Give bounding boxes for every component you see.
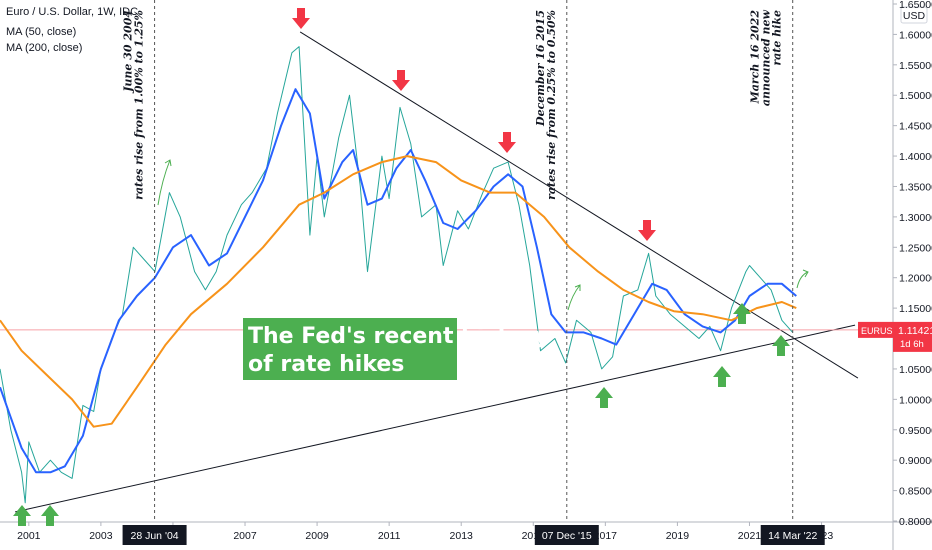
annotation: December 16 2015 xyxy=(534,10,547,127)
currency-label: USD xyxy=(903,10,926,22)
callout-box xyxy=(243,318,457,380)
x-tick-label: 2003 xyxy=(89,530,113,542)
legend-entry: MA (200, close) xyxy=(6,42,82,54)
x-tick-label: 2009 xyxy=(305,530,329,542)
y-tick-label: 1.50000 xyxy=(899,90,932,102)
y-tick-label: 1.60000 xyxy=(899,29,932,41)
down-arrow xyxy=(498,132,516,153)
legend-entry: MA (50, close) xyxy=(6,26,76,38)
y-tick-label: 1.45000 xyxy=(899,121,932,133)
arrows xyxy=(13,8,809,526)
up-arrow xyxy=(772,335,790,356)
x-tick-label: 2011 xyxy=(378,530,401,542)
up-arrow xyxy=(13,505,31,526)
callout-text: of rate hikes xyxy=(248,352,404,377)
annotation: June 30 2004 xyxy=(122,10,135,94)
red-arrows xyxy=(292,8,656,241)
down-arrow xyxy=(392,70,410,91)
thin-arrows xyxy=(157,159,809,311)
thin-arrow xyxy=(157,159,172,206)
marker-date-box xyxy=(760,525,825,545)
up-arrow xyxy=(713,366,731,387)
y-tick-label: 1.25000 xyxy=(899,242,932,254)
y-tick-label: 1.65000 xyxy=(899,0,932,11)
annotation: announced new xyxy=(760,9,773,106)
green-arrows xyxy=(13,303,790,526)
down-arrow xyxy=(292,8,310,29)
x-tick-label: 2017 xyxy=(594,530,618,542)
thin-arrow xyxy=(567,284,581,311)
trendline xyxy=(15,324,856,513)
annotation: rates rise from 0.25% to 0.50% xyxy=(545,10,558,200)
marker-date-label: 28 Jun '04 xyxy=(131,530,179,542)
symbol-label: EURUSD xyxy=(861,326,900,336)
countdown-label: 1d 6h xyxy=(900,339,924,350)
y-tick-label: 1.00000 xyxy=(899,394,932,406)
up-arrow xyxy=(595,387,613,408)
thin-arrow xyxy=(796,269,809,289)
x-tick-label: 2021 xyxy=(738,530,762,542)
series-line xyxy=(0,155,797,428)
price-tag xyxy=(893,321,932,352)
up-arrow xyxy=(41,505,59,526)
price-label: 1.11421 xyxy=(898,325,932,337)
up-arrow xyxy=(733,303,751,324)
marker-date-box xyxy=(534,525,599,545)
symbol-tag xyxy=(858,321,893,338)
y-tick-label: 1.05000 xyxy=(899,364,932,376)
currency-badge xyxy=(900,6,928,24)
marker-date-label: 07 Dec '15 xyxy=(542,530,592,542)
x-tick-label: 2019 xyxy=(666,530,690,542)
x-tick-label: 2001 xyxy=(17,530,41,542)
marker-date-label: 14 Mar '22 xyxy=(768,530,817,542)
x-tick-label: 2013 xyxy=(450,530,474,542)
y-tick-label: 1.15000 xyxy=(899,303,932,315)
callout-text: The Fed's recent history xyxy=(248,324,548,349)
annotation: March 16 2022 xyxy=(749,10,762,105)
legend-title: Euro / U.S. Dollar, 1W, IDC xyxy=(6,6,138,18)
y-tick-label: 1.55000 xyxy=(899,60,932,72)
trendline xyxy=(299,31,859,379)
annotation: rates rise from 1.00% to 1.25% xyxy=(133,10,146,200)
down-arrow xyxy=(638,220,656,241)
y-tick-label: 1.35000 xyxy=(899,181,932,193)
y-tick-label: 0.95000 xyxy=(899,425,932,437)
y-tick-label: 1.30000 xyxy=(899,212,932,224)
marker-date-box xyxy=(122,525,187,545)
annotation: rate hike xyxy=(771,10,784,66)
y-tick-label: 1.40000 xyxy=(899,151,932,163)
x-tick-label: 2007 xyxy=(233,530,257,542)
series-line xyxy=(0,88,797,474)
y-tick-label: 1.20000 xyxy=(899,273,932,285)
